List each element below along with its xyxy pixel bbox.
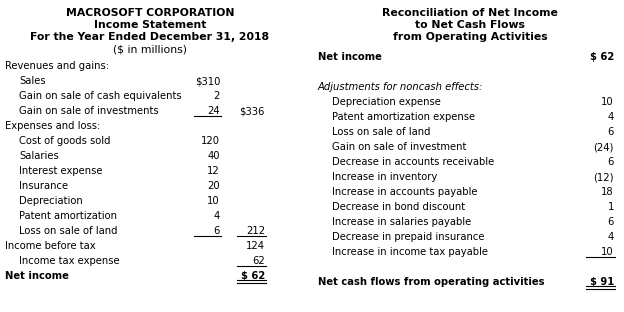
Text: 12: 12 — [207, 166, 220, 176]
Text: Decrease in bond discount: Decrease in bond discount — [332, 202, 465, 212]
Text: $336: $336 — [240, 106, 265, 116]
Text: $ 62: $ 62 — [241, 271, 265, 281]
Text: 124: 124 — [246, 241, 265, 251]
Text: Adjustments for noncash effects:: Adjustments for noncash effects: — [318, 82, 484, 92]
Text: 10: 10 — [602, 97, 614, 107]
Text: For the Year Ended December 31, 2018: For the Year Ended December 31, 2018 — [31, 32, 270, 42]
Text: (24): (24) — [593, 142, 614, 152]
Text: 212: 212 — [246, 226, 265, 236]
Text: Increase in accounts payable: Increase in accounts payable — [332, 187, 477, 197]
Text: to Net Cash Flows: to Net Cash Flows — [415, 20, 525, 30]
Text: Net income: Net income — [318, 52, 382, 62]
Text: Revenues and gains:: Revenues and gains: — [5, 61, 109, 71]
Text: 20: 20 — [207, 181, 220, 191]
Text: Loss on sale of land: Loss on sale of land — [332, 127, 431, 137]
Text: 4: 4 — [608, 232, 614, 242]
Text: Decrease in prepaid insurance: Decrease in prepaid insurance — [332, 232, 484, 242]
Text: 4: 4 — [214, 211, 220, 221]
Text: Gain on sale of investments: Gain on sale of investments — [19, 106, 158, 116]
Text: 10: 10 — [207, 196, 220, 206]
Text: 4: 4 — [608, 112, 614, 122]
Text: 6: 6 — [608, 127, 614, 137]
Text: Reconciliation of Net Income: Reconciliation of Net Income — [382, 8, 558, 18]
Text: 6: 6 — [213, 226, 220, 236]
Text: Increase in salaries payable: Increase in salaries payable — [332, 217, 471, 227]
Text: ($ in millions): ($ in millions) — [113, 44, 187, 54]
Text: Insurance: Insurance — [19, 181, 68, 191]
Text: Interest expense: Interest expense — [19, 166, 102, 176]
Text: 18: 18 — [602, 187, 614, 197]
Text: 6: 6 — [608, 217, 614, 227]
Text: from Operating Activities: from Operating Activities — [392, 32, 547, 42]
Text: MACROSOFT CORPORATION: MACROSOFT CORPORATION — [66, 8, 234, 18]
Text: Patent amortization: Patent amortization — [19, 211, 117, 221]
Text: Salaries: Salaries — [19, 151, 59, 161]
Text: 62: 62 — [252, 256, 265, 266]
Text: 2: 2 — [213, 91, 220, 101]
Text: (12): (12) — [593, 172, 614, 182]
Text: 120: 120 — [201, 136, 220, 146]
Text: $ 62: $ 62 — [590, 52, 614, 62]
Text: Depreciation expense: Depreciation expense — [332, 97, 441, 107]
Text: $ 91: $ 91 — [590, 277, 614, 287]
Text: Increase in inventory: Increase in inventory — [332, 172, 437, 182]
Text: $310: $310 — [195, 76, 220, 86]
Text: Income tax expense: Income tax expense — [19, 256, 120, 266]
Text: Sales: Sales — [19, 76, 46, 86]
Text: Net income: Net income — [5, 271, 69, 281]
Text: Decrease in accounts receivable: Decrease in accounts receivable — [332, 157, 494, 167]
Text: 40: 40 — [208, 151, 220, 161]
Text: Cost of goods sold: Cost of goods sold — [19, 136, 110, 146]
Text: Increase in income tax payable: Increase in income tax payable — [332, 247, 488, 257]
Text: Gain on sale of cash equivalents: Gain on sale of cash equivalents — [19, 91, 182, 101]
Text: Depreciation: Depreciation — [19, 196, 83, 206]
Text: Income before tax: Income before tax — [5, 241, 95, 251]
Text: 6: 6 — [608, 157, 614, 167]
Text: Gain on sale of investment: Gain on sale of investment — [332, 142, 466, 152]
Text: 10: 10 — [602, 247, 614, 257]
Text: Net cash flows from operating activities: Net cash flows from operating activities — [318, 277, 545, 287]
Text: 24: 24 — [207, 106, 220, 116]
Text: Income Statement: Income Statement — [94, 20, 206, 30]
Text: Patent amortization expense: Patent amortization expense — [332, 112, 475, 122]
Text: Expenses and loss:: Expenses and loss: — [5, 121, 100, 131]
Text: 1: 1 — [608, 202, 614, 212]
Text: Loss on sale of land: Loss on sale of land — [19, 226, 117, 236]
